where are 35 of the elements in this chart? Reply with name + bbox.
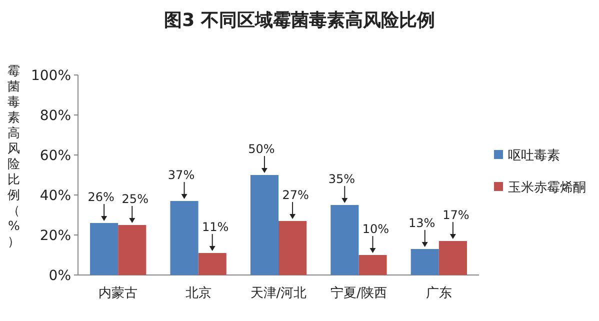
bar <box>118 225 146 275</box>
data-label: 35% <box>328 172 355 186</box>
bar <box>438 241 467 275</box>
bar <box>170 201 198 275</box>
x-tick-label: 天津/河北 <box>250 286 307 301</box>
data-label: 17% <box>442 208 470 222</box>
x-tick-label: 北京 <box>185 286 212 301</box>
data-label: 25% <box>122 192 148 206</box>
legend-label: 玉米赤霉烯酮 <box>508 180 586 196</box>
bar <box>90 223 118 275</box>
bar <box>358 255 387 275</box>
y-tick-label: 60% <box>40 148 71 164</box>
bar <box>278 221 307 275</box>
y-tick-label: 20% <box>40 228 71 244</box>
y-tick-label: 80% <box>40 108 71 124</box>
bar <box>198 253 226 275</box>
data-label: 11% <box>202 220 229 234</box>
text: 霉菌毒素高风险比例（%） <box>8 63 20 248</box>
data-label: 26% <box>88 190 114 204</box>
data-label: 13% <box>408 216 436 230</box>
data-label: 50% <box>248 142 275 156</box>
legend-label: 呕吐毒素 <box>508 148 560 164</box>
y-tick-label: 40% <box>40 188 71 204</box>
data-label: 37% <box>168 168 195 182</box>
chart-title: 图3 不同区域霉菌毒素高风险比例 <box>164 10 435 31</box>
data-label: 27% <box>282 188 309 202</box>
bar <box>330 205 359 275</box>
x-tick-label: 广东 <box>426 286 452 301</box>
y-tick-label: 100% <box>30 68 71 84</box>
bar <box>250 175 278 275</box>
x-tick-label: 内蒙古 <box>98 286 138 301</box>
y-tick-label: 0% <box>48 268 71 284</box>
data-label: 10% <box>362 222 390 236</box>
x-tick-label: 宁夏/陕西 <box>330 285 387 301</box>
bar <box>410 249 439 275</box>
